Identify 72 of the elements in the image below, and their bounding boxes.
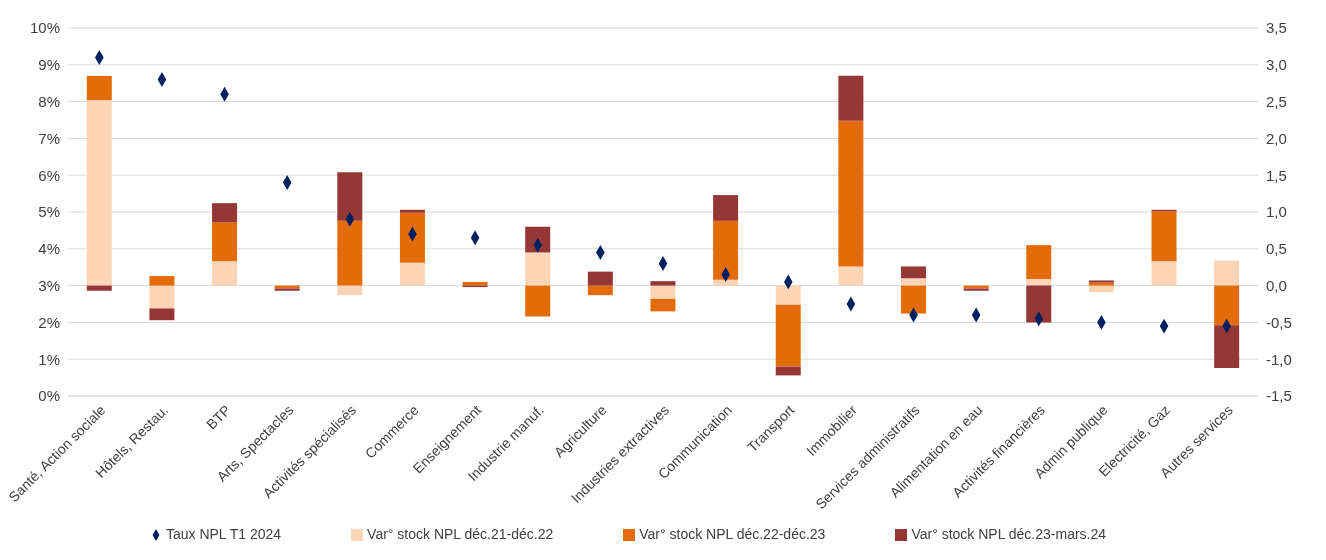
bar [525, 226, 551, 253]
bar [212, 203, 238, 223]
y-tick-label: 4% [38, 240, 60, 258]
bar [399, 262, 425, 286]
bar [149, 285, 175, 309]
bar [1214, 260, 1240, 286]
bar [212, 222, 238, 262]
bar [838, 75, 864, 121]
y-tick-label: 1% [38, 350, 60, 368]
bar [149, 276, 175, 286]
bar [399, 212, 425, 263]
y-tick-label: 8% [38, 92, 60, 110]
bar [775, 285, 801, 305]
bar [901, 285, 926, 314]
y2-tick-label: -1,0 [1266, 350, 1292, 368]
y-tick-label: 10% [29, 19, 60, 37]
bar [901, 278, 926, 286]
y-tick-label: 5% [38, 203, 60, 221]
bar [587, 285, 613, 296]
y-tick-label: 2% [38, 313, 60, 331]
y2-tick-label: -1,5 [1266, 387, 1292, 405]
bar [1026, 245, 1052, 279]
bar [212, 261, 238, 286]
bar [1088, 285, 1114, 293]
y-tick-label: 9% [38, 56, 60, 74]
y2-tick-label: 0,5 [1266, 240, 1287, 258]
bar [149, 308, 175, 321]
y-tick-label: 6% [38, 166, 60, 184]
bar [713, 220, 739, 280]
y2-tick-label: 3,0 [1266, 56, 1287, 74]
bar [462, 281, 488, 286]
legend-label: Taux NPL T1 2024 [165, 526, 282, 542]
bar [337, 285, 363, 296]
bar [337, 172, 363, 221]
bar [1214, 325, 1240, 369]
bar [337, 220, 363, 286]
bar [1026, 285, 1052, 323]
bar [86, 100, 112, 286]
y2-tick-label: 1,0 [1266, 203, 1287, 221]
y-tick-label: 3% [38, 276, 60, 294]
bar [775, 366, 801, 376]
legend-label: Var° stock NPL déc.21-déc.22 [367, 526, 554, 542]
bar [86, 75, 112, 101]
y2-tick-label: 1,5 [1266, 166, 1287, 184]
bar [86, 285, 112, 291]
y2-tick-label: -0,5 [1266, 313, 1292, 331]
bar [525, 252, 551, 286]
bar [1151, 211, 1177, 262]
bar [1026, 278, 1052, 286]
y-tick-label: 7% [38, 129, 60, 147]
bar [650, 285, 676, 299]
bar [775, 304, 801, 367]
bar [399, 209, 425, 213]
bar [838, 120, 864, 267]
bar [838, 266, 864, 286]
x-tick-label: BTP [203, 401, 234, 433]
y2-tick-label: 3,5 [1266, 19, 1287, 37]
bar [650, 298, 676, 312]
bar [525, 285, 551, 317]
bar [713, 195, 739, 221]
y2-tick-label: 2,5 [1266, 92, 1287, 110]
bar [1151, 261, 1177, 286]
bar [901, 266, 926, 279]
bar [587, 271, 613, 286]
y2-tick-label: 0,0 [1266, 276, 1287, 294]
y2-tick-label: 2,0 [1266, 129, 1287, 147]
bar [1214, 285, 1240, 326]
bar [713, 279, 739, 286]
bar [650, 281, 676, 286]
legend-label: Var° stock NPL déc.23-mars.24 [911, 526, 1107, 542]
y-tick-label: 0% [38, 387, 60, 405]
legend-label: Var° stock NPL déc.22-déc.23 [639, 526, 826, 542]
